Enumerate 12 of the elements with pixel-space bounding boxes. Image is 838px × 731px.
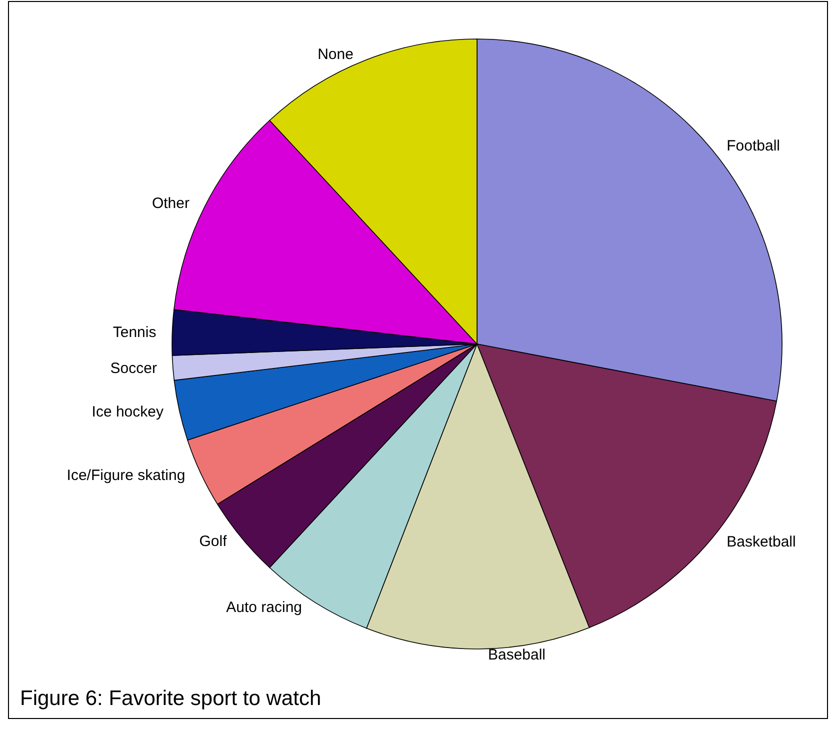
slice-label: Golf bbox=[199, 532, 228, 550]
slice-label: Tennis bbox=[112, 324, 156, 341]
slice-label: Ice hockey bbox=[92, 403, 164, 420]
slice-label: Baseball bbox=[488, 646, 546, 664]
slice-label: Other bbox=[152, 195, 190, 212]
slice-label: Ice/Figure skating bbox=[66, 467, 186, 484]
text: Figure 6: Favorite sport to watch bbox=[20, 687, 322, 710]
slice-label: Soccer bbox=[110, 360, 157, 377]
slice-label: Football bbox=[726, 137, 780, 154]
slice-label: Basketball bbox=[726, 534, 796, 551]
slice-label: Auto racing bbox=[226, 599, 302, 616]
slice-label: None bbox=[318, 46, 354, 63]
